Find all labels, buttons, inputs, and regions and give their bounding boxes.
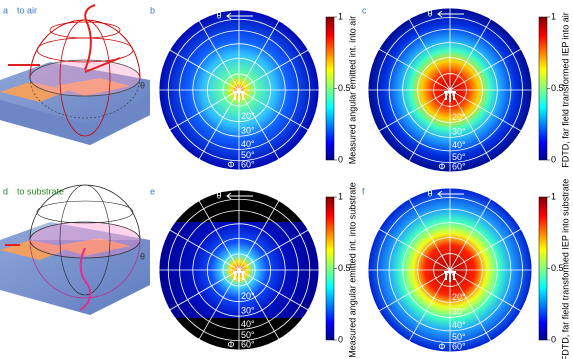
angle-label: 20° — [452, 292, 466, 302]
grid-line — [169, 49, 309, 131]
grid-line — [378, 228, 522, 312]
angle-label: 60° — [241, 159, 255, 169]
theta-arrow — [437, 190, 464, 198]
center-symbol — [444, 91, 456, 102]
theta-arrow — [226, 192, 253, 200]
theta-label: θ — [216, 10, 221, 20]
grid-line — [378, 48, 522, 132]
theta-label: θ — [140, 80, 145, 90]
panel-letter: e — [150, 186, 155, 196]
angle-label: 50° — [452, 152, 466, 162]
angle-label: 30° — [452, 307, 466, 317]
panel-letter: b — [150, 5, 155, 15]
angle-label: 50° — [452, 332, 466, 342]
colorbar-label: FDTD, far field transformed IEP into sub… — [560, 179, 570, 359]
colorbar — [538, 16, 548, 161]
colorbar-tick-label: 0 — [338, 154, 343, 164]
angle-label: 40° — [452, 320, 466, 330]
angle-label: 30° — [452, 127, 466, 137]
colorbar — [538, 196, 548, 341]
angle-label: 60° — [452, 341, 466, 351]
angle-label: 20° — [241, 111, 255, 121]
colorbar — [325, 16, 335, 161]
theta-arrow — [226, 12, 253, 20]
colorbar-tick-label: 1 — [551, 191, 556, 201]
center-symbol — [233, 271, 245, 282]
angle-label: 30° — [241, 306, 255, 316]
panel-letter: a — [3, 5, 8, 15]
panel-title: to substrate — [17, 186, 64, 196]
colorbar-tick-label: 0.5 — [338, 83, 351, 93]
center-symbol — [233, 91, 245, 102]
center-symbol — [444, 271, 456, 282]
sketch-air — [0, 4, 150, 145]
sketch-substrate — [0, 184, 150, 315]
colorbar — [325, 196, 335, 341]
colorbar-tick-label: 1 — [551, 11, 556, 21]
colorbar-tick-label: 1 — [338, 11, 343, 21]
angle-label: 20° — [241, 291, 255, 301]
angle-label: 60° — [241, 339, 255, 349]
angle-label: 30° — [241, 126, 255, 136]
angle-label: 40° — [452, 140, 466, 150]
panel-letter: f — [362, 186, 365, 196]
theta-label: θ — [427, 8, 432, 18]
colorbar-tick-label: 0 — [338, 334, 343, 344]
colorbar-label: Measured angular emitted int. into subst… — [347, 182, 357, 358]
angle-label: 60° — [452, 161, 466, 171]
phi-label: Φ — [227, 159, 234, 169]
colorbar-tick-label: 0.5 — [338, 263, 351, 273]
grid-line — [169, 229, 309, 311]
colorbar-tick-label: 0.5 — [551, 263, 564, 273]
angle-label: 50° — [241, 330, 255, 340]
phi-label: Φ — [438, 161, 445, 171]
theta-label: θ — [216, 190, 221, 200]
panel-letter: d — [3, 186, 8, 196]
colorbar-tick-label: 0.5 — [551, 83, 564, 93]
angle-label: 20° — [452, 112, 466, 122]
colorbar-label: Measured angular emitted int. into air — [347, 16, 357, 165]
angle-label: 50° — [241, 150, 255, 160]
theta-label: θ — [427, 188, 432, 198]
angle-label: 40° — [241, 139, 255, 149]
panel-title: to air — [17, 5, 37, 15]
phi-label: Φ — [438, 341, 445, 351]
theta-arrow — [437, 10, 464, 18]
colorbar-tick-label: 1 — [338, 191, 343, 201]
colorbar-tick-label: 0 — [551, 334, 556, 344]
colorbar-tick-label: 0 — [551, 154, 556, 164]
phi-label: Φ — [227, 339, 234, 349]
panel-letter: c — [362, 5, 367, 15]
angle-label: 40° — [241, 319, 255, 329]
colorbar-label: FDTD, far field transformed IEP into air — [560, 12, 570, 167]
theta-label: θ — [140, 251, 145, 261]
